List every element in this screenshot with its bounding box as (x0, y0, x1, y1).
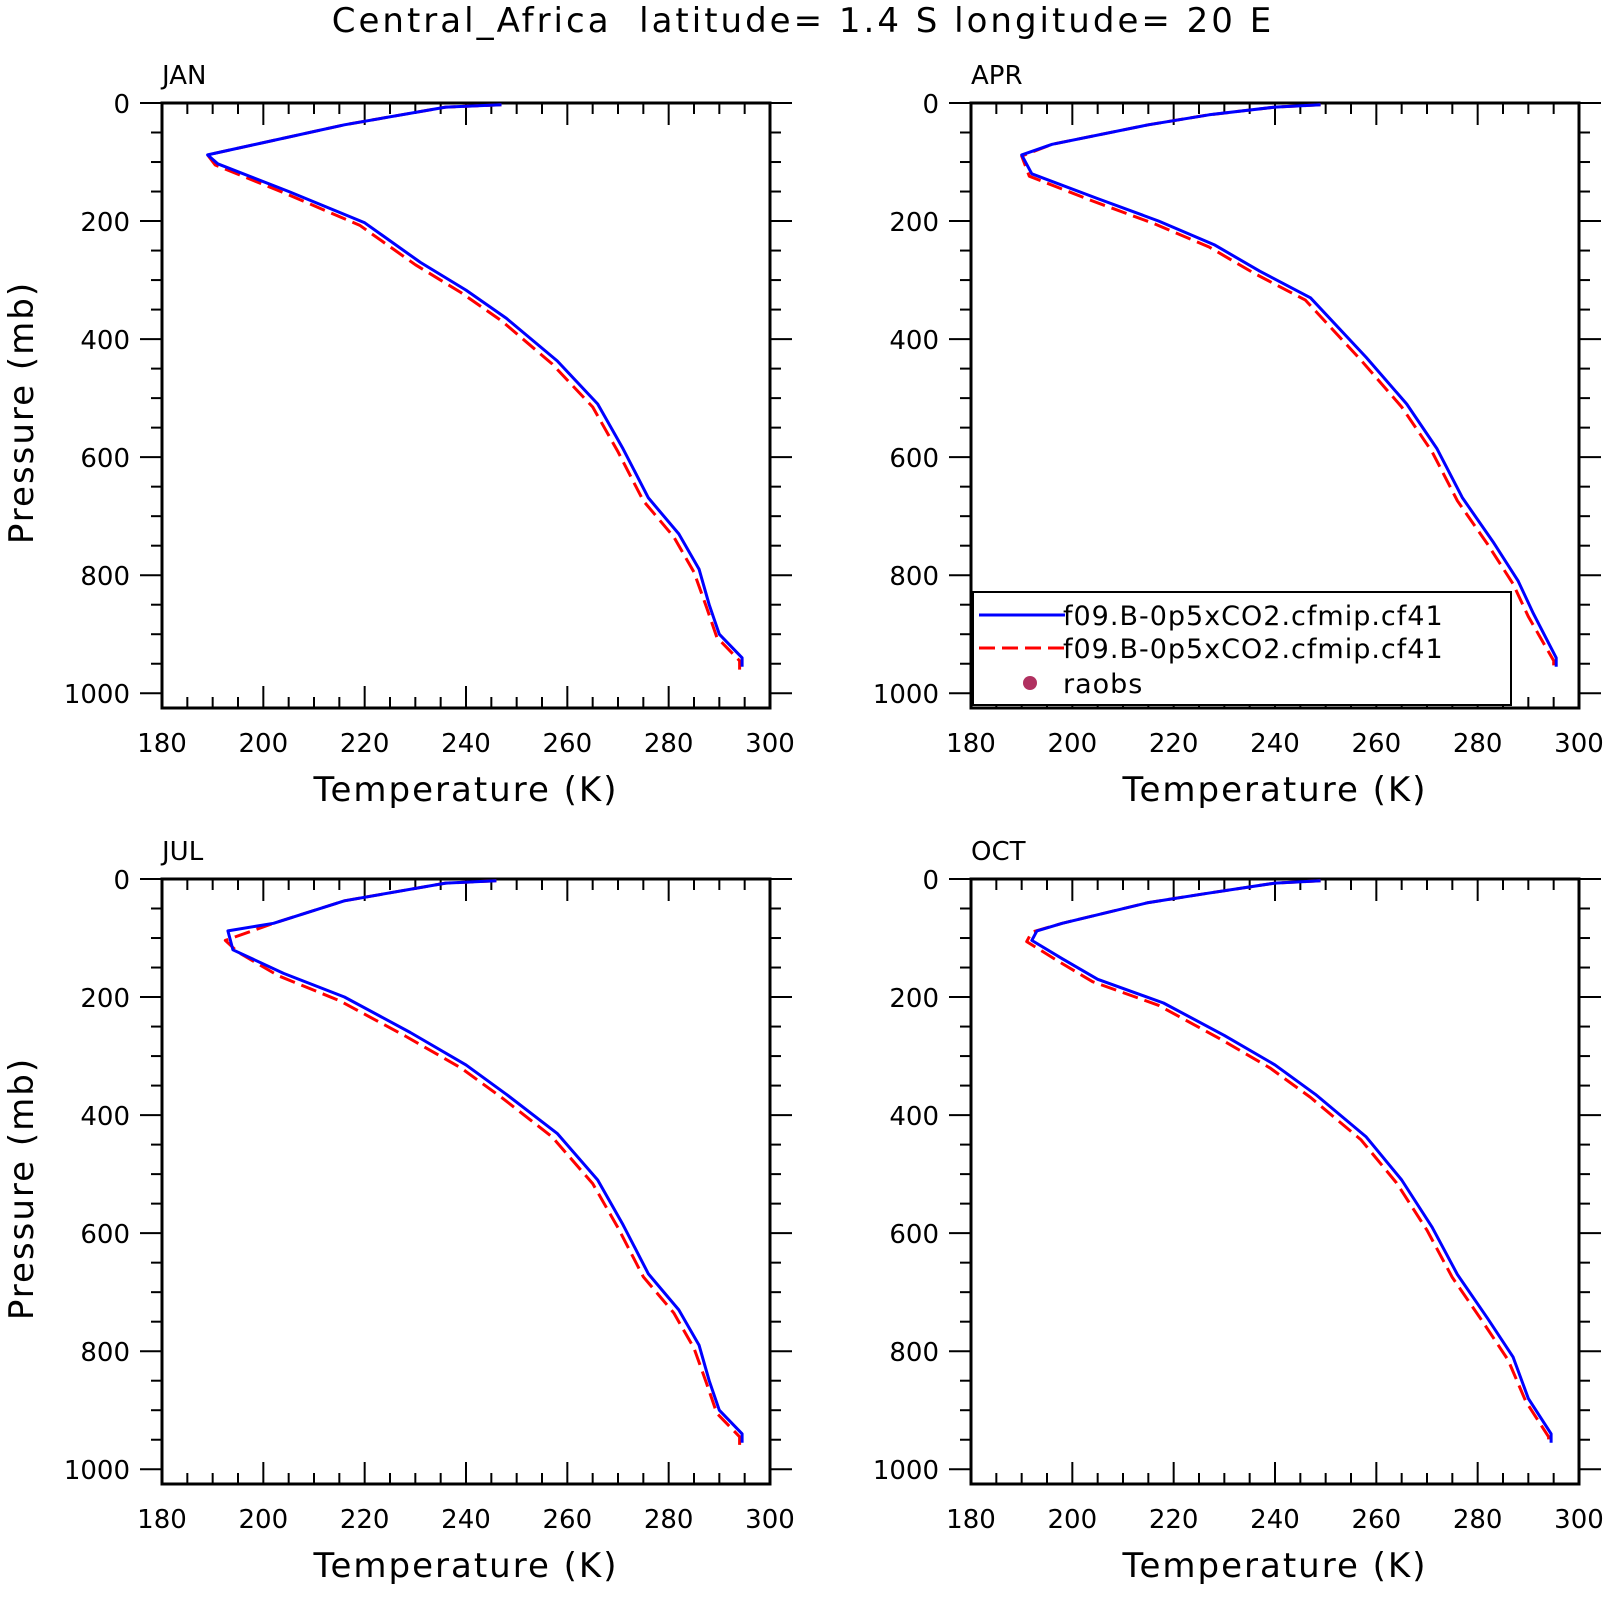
x-tick-label: 280 (1453, 1505, 1503, 1535)
x-tick-label: 180 (137, 1505, 187, 1535)
x-tick-label: 220 (1149, 1505, 1199, 1535)
y-tick-label: 400 (889, 326, 939, 356)
plot-frame (969, 877, 1581, 1486)
x-tick-label: 280 (644, 1505, 694, 1535)
x-tick-label: 240 (1250, 1505, 1300, 1535)
panel-jul: JUL 180 200 220 240 260 280 300 0 200 400 600 800 100… (2, 837, 795, 1586)
y-tick-label: 0 (113, 866, 130, 896)
x-tick-label: 180 (946, 729, 996, 759)
x-axis-title: Temperature (K) (312, 1546, 618, 1586)
x-tick-label: 260 (543, 1505, 593, 1535)
x-tick-label: 300 (1554, 1505, 1604, 1535)
x-tick-label: 180 (946, 1505, 996, 1535)
y-tick-label: 800 (889, 1338, 939, 1368)
y-tick-label: 600 (889, 444, 939, 474)
series-line-red-dashed (223, 879, 742, 1446)
x-tick-label: 280 (1453, 729, 1503, 759)
y-tick-label: 600 (80, 1220, 130, 1250)
y-tick-label: 200 (80, 984, 130, 1014)
y-tick-label: 200 (80, 208, 130, 238)
y-tick-label: 400 (80, 326, 130, 356)
series-line-blue-solid (1030, 879, 1553, 1443)
y-tick-label: 1000 (873, 1456, 939, 1486)
panel-label: OCT (971, 837, 1026, 867)
x-tick-label: 200 (1048, 1505, 1098, 1535)
y-tick-label: 0 (113, 90, 130, 120)
y-axis-title: Pressure (mb) (2, 1057, 42, 1320)
y-tick-label: 600 (80, 444, 130, 474)
x-tick-label: 200 (239, 729, 289, 759)
y-tick-label: 1000 (873, 680, 939, 710)
x-axis-title: Temperature (K) (1121, 770, 1427, 810)
y-tick-label: 0 (922, 90, 939, 120)
y-tick-label: 800 (889, 562, 939, 592)
x-tick-label: 220 (340, 1505, 390, 1535)
x-tick-label: 300 (745, 1505, 795, 1535)
x-axis-title: Temperature (K) (312, 770, 618, 810)
legend: f09.B-0p5xCO2.cfmip.cf41f09.B-0p5xCO2.cf… (972, 591, 1512, 706)
x-tick-label: 180 (137, 729, 187, 759)
x-tick-label: 240 (1250, 729, 1300, 759)
legend-label: f09.B-0p5xCO2.cfmip.cf41 (1063, 601, 1444, 632)
plot-frame (160, 877, 772, 1486)
series-line-blue-solid (226, 879, 744, 1443)
y-tick-label: 600 (889, 1220, 939, 1250)
panel-apr: APR 180 200 220 240 260 280 300 0 200 400 600 800 100… (873, 61, 1604, 810)
panel-label: JAN (160, 61, 206, 91)
legend-label: f09.B-0p5xCO2.cfmip.cf41 (1063, 634, 1444, 665)
figure-title: Central_Africa latitude= 1.4 S longitude… (332, 1, 1274, 41)
series-line-blue-solid (206, 103, 744, 667)
y-tick-label: 1000 (64, 1456, 130, 1486)
x-tick-label: 260 (543, 729, 593, 759)
x-tick-label: 240 (441, 729, 491, 759)
panel-oct: OCT 180 200 220 240 260 280 300 0 200 400 600 800 100… (873, 837, 1604, 1586)
panels: JAN 180 200 220 240 260 280 300 0 200 400 600 800 100… (2, 61, 1604, 1586)
y-axis-title: Pressure (mb) (2, 281, 42, 544)
x-tick-label: 280 (644, 729, 694, 759)
x-tick-label: 260 (1352, 729, 1402, 759)
plot-frame (160, 101, 772, 710)
y-tick-label: 200 (889, 984, 939, 1014)
x-tick-label: 200 (1048, 729, 1098, 759)
legend-marker-raobs (1023, 676, 1037, 690)
series-line-blue-solid (1020, 103, 1558, 667)
panel-jan: JAN 180 200 220 240 260 280 300 0 200 400 600 800 100… (2, 61, 795, 810)
x-tick-label: 300 (1554, 729, 1604, 759)
x-tick-label: 220 (340, 729, 390, 759)
x-tick-label: 220 (1149, 729, 1199, 759)
panel-label: APR (971, 61, 1023, 91)
x-tick-label: 300 (745, 729, 795, 759)
legend-label: raobs (1063, 669, 1143, 700)
panel-label: JUL (160, 837, 204, 867)
y-tick-label: 400 (889, 1102, 939, 1132)
y-tick-label: 200 (889, 208, 939, 238)
y-tick-label: 800 (80, 1338, 130, 1368)
x-tick-label: 260 (1352, 1505, 1402, 1535)
x-tick-label: 200 (239, 1505, 289, 1535)
x-axis-title: Temperature (K) (1121, 1546, 1427, 1586)
y-tick-label: 0 (922, 866, 939, 896)
series-line-red-dashed (1025, 879, 1551, 1446)
series-line-red-dashed (1020, 103, 1556, 670)
y-tick-label: 800 (80, 562, 130, 592)
y-tick-label: 400 (80, 1102, 130, 1132)
y-tick-label: 1000 (64, 680, 130, 710)
x-tick-label: 240 (441, 1505, 491, 1535)
